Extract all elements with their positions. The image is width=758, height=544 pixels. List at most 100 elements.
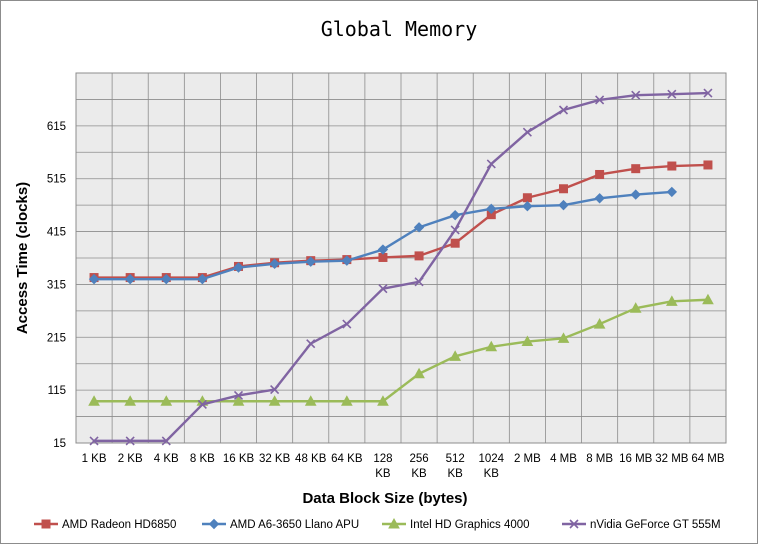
data-point [521, 335, 534, 347]
data-point [593, 318, 606, 329]
y-axis-ticks: 15 115 215 315 415 515 615 [47, 121, 66, 450]
x-tick-label: 8 KB [190, 453, 215, 465]
data-point [161, 273, 172, 285]
data-point [377, 395, 389, 406]
data-point [413, 222, 425, 233]
data-point [666, 186, 678, 198]
data-point [450, 225, 460, 235]
x-tick-label: 128 KB [373, 453, 392, 480]
data-point [305, 256, 316, 267]
legend-label: nVidia GeForce GT 555M [590, 519, 721, 531]
series-line [94, 91, 708, 443]
series-layer [88, 88, 714, 446]
data-point [161, 436, 171, 446]
y-tick-label: 215 [47, 332, 66, 344]
legend-label: Intel HD Graphics 4000 [410, 519, 530, 531]
data-point [233, 390, 244, 400]
x-tick-label: 1 KB [82, 453, 107, 465]
series-line [94, 298, 708, 403]
legend-marker [41, 519, 51, 529]
data-point [304, 395, 317, 406]
data-point [88, 395, 100, 406]
data-point [414, 277, 424, 287]
x-tick-label: 256 KB [409, 453, 428, 480]
data-point [702, 293, 714, 305]
legend: AMD Radeon HD6850 AMD A6-3650 Llano APU In… [34, 517, 721, 531]
data-point [667, 161, 677, 171]
data-point [377, 244, 389, 255]
data-point [667, 89, 677, 99]
data-point [232, 395, 245, 406]
data-point [233, 262, 244, 273]
data-point [558, 199, 569, 211]
data-point [629, 302, 642, 313]
data-point [89, 436, 99, 446]
data-point [631, 164, 641, 174]
x-tick-label: 16 MB [619, 453, 653, 465]
x-tick-label: 16 KB [223, 453, 255, 465]
y-tick-label: 315 [47, 279, 66, 291]
series-3 [89, 88, 713, 446]
data-point [522, 200, 533, 212]
data-point [197, 399, 207, 409]
legend-marker [569, 519, 579, 529]
y-tick-label: 115 [48, 385, 66, 397]
data-point [557, 332, 570, 343]
data-point [665, 295, 678, 306]
x-tick-label: 32 MB [655, 453, 689, 465]
x-tick-label: 1024 KB [478, 453, 504, 480]
legend-label: AMD Radeon HD6850 [62, 519, 176, 531]
data-point [703, 88, 713, 98]
data-point [124, 395, 137, 406]
data-point [559, 184, 568, 194]
x-tick-label: 4 MB [550, 453, 577, 465]
data-point [160, 395, 173, 406]
x-tick-label: 512 KB [446, 453, 465, 480]
data-point [197, 273, 208, 285]
data-point [378, 284, 388, 294]
data-point [269, 258, 280, 270]
data-point [594, 193, 605, 204]
data-point [341, 255, 353, 266]
data-point [485, 340, 498, 352]
data-point [631, 90, 641, 100]
data-point [449, 350, 462, 361]
data-point [342, 319, 352, 329]
y-tick-label: 15 [53, 438, 66, 450]
data-point [558, 105, 569, 115]
x-tick-label: 64 KB [331, 453, 363, 465]
data-point [340, 395, 353, 406]
x-tick-label: 4 KB [154, 453, 179, 465]
data-point [595, 169, 605, 179]
legend-label: AMD A6-3650 Llano APU [230, 519, 359, 531]
data-point [88, 273, 100, 285]
data-point [630, 189, 641, 200]
data-point [486, 203, 497, 215]
data-point [486, 159, 496, 169]
x-tick-label: 8 MB [586, 453, 613, 465]
chart-title: Global Memory [321, 17, 478, 41]
gridlines [76, 73, 726, 443]
legend-marker [388, 517, 400, 529]
y-tick-label: 615 [47, 121, 66, 133]
x-axis-title: Data Block Size (bytes) [302, 490, 467, 507]
data-point [414, 251, 424, 261]
y-tick-label: 415 [47, 227, 66, 239]
series-line [94, 163, 708, 279]
legend-marker [208, 518, 220, 530]
data-point [268, 395, 281, 406]
data-point [413, 367, 425, 379]
data-point [450, 238, 460, 248]
data-point [124, 273, 136, 285]
x-axis-ticks: 1 KB 2 KB 4 KB 8 KB 16 KB 32 KB 48 KB 64 KB 128 K… [82, 453, 725, 480]
x-tick-label: 32 KB [259, 453, 291, 465]
data-point [449, 209, 461, 221]
data-point [522, 127, 532, 137]
data-point [125, 436, 135, 446]
series-1 [88, 186, 678, 285]
data-point [270, 385, 280, 395]
y-axis-title: Access Time (clocks) [14, 182, 31, 334]
x-tick-label: 2 KB [118, 453, 143, 465]
x-tick-label: 64 MB [691, 453, 725, 465]
